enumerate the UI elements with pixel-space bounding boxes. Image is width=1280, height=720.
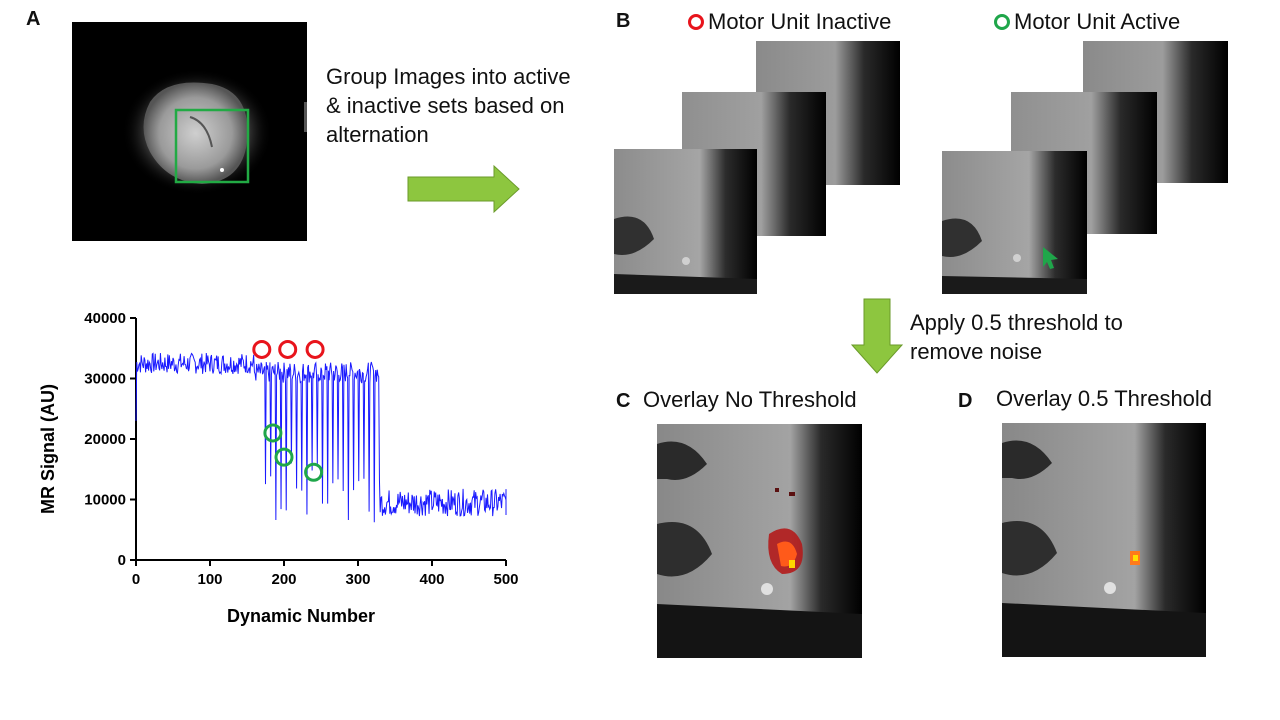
cursor-icon xyxy=(1043,247,1058,269)
y-tick-label: 10000 xyxy=(84,492,126,509)
overlay-no-threshold-image xyxy=(657,424,862,658)
panel-letter-b: B xyxy=(616,10,631,32)
y-axis-label: MR Signal (AU) xyxy=(38,384,58,514)
inactive-marker xyxy=(252,339,272,359)
group-step-text: Group Images into active & inactive sets… xyxy=(326,62,571,149)
inactive-marker xyxy=(278,339,298,359)
x-tick-label: 500 xyxy=(493,571,518,588)
x-tick-label: 0 xyxy=(132,571,140,588)
panel-letter-a: A xyxy=(26,8,41,30)
inactive-frame-1 xyxy=(614,149,757,294)
active-marker xyxy=(274,447,294,467)
overlay-threshold-title: Overlay 0.5 Threshold xyxy=(996,386,1213,411)
legend-inactive-label: Motor Unit Inactive xyxy=(708,9,892,34)
inactive-marker xyxy=(305,339,325,359)
active-marker xyxy=(304,462,324,482)
group-step-line: & inactive sets based on xyxy=(326,93,565,118)
x-tick-label: 100 xyxy=(197,571,222,588)
threshold-step-line: remove noise xyxy=(910,339,1043,364)
legend-active-label: Motor Unit Active xyxy=(1014,9,1181,34)
overlay-no-threshold-title: Overlay No Threshold xyxy=(643,387,857,412)
legend-inactive: Motor Unit Inactive xyxy=(688,9,891,35)
group-step-line: Group Images into active xyxy=(326,64,571,89)
muscle-mri-image xyxy=(72,22,307,241)
roi-box xyxy=(174,108,250,184)
group-step-line: alternation xyxy=(326,122,429,147)
y-tick-label: 30000 xyxy=(84,371,126,388)
red-circle-icon xyxy=(688,14,704,30)
signal-line xyxy=(135,352,507,523)
x-tick-label: 400 xyxy=(419,571,444,588)
mr-signal-chart: 0 10000 20000 30000 40000 0 100 200 300 400 500 Dyn… xyxy=(38,310,519,626)
y-tick-label: 0 xyxy=(118,552,126,569)
panel-letter-c: C xyxy=(616,390,631,412)
active-marker xyxy=(263,423,283,443)
x-axis-label: Dynamic Number xyxy=(227,606,375,626)
legend-active: Motor Unit Active xyxy=(994,9,1180,35)
x-tick-label: 300 xyxy=(345,571,370,588)
y-tick-label: 20000 xyxy=(84,431,126,448)
x-tick-label: 200 xyxy=(271,571,296,588)
right-arrow-icon xyxy=(407,164,520,214)
overlay-threshold-image xyxy=(1002,423,1206,657)
green-circle-icon xyxy=(994,14,1010,30)
threshold-step-text: Apply 0.5 threshold to remove noise xyxy=(910,308,1123,366)
y-tick-label: 40000 xyxy=(84,310,126,327)
down-arrow-icon xyxy=(850,298,904,374)
active-frame-1 xyxy=(942,151,1087,294)
threshold-step-line: Apply 0.5 threshold to xyxy=(910,310,1123,335)
panel-letter-d: D xyxy=(958,390,973,412)
